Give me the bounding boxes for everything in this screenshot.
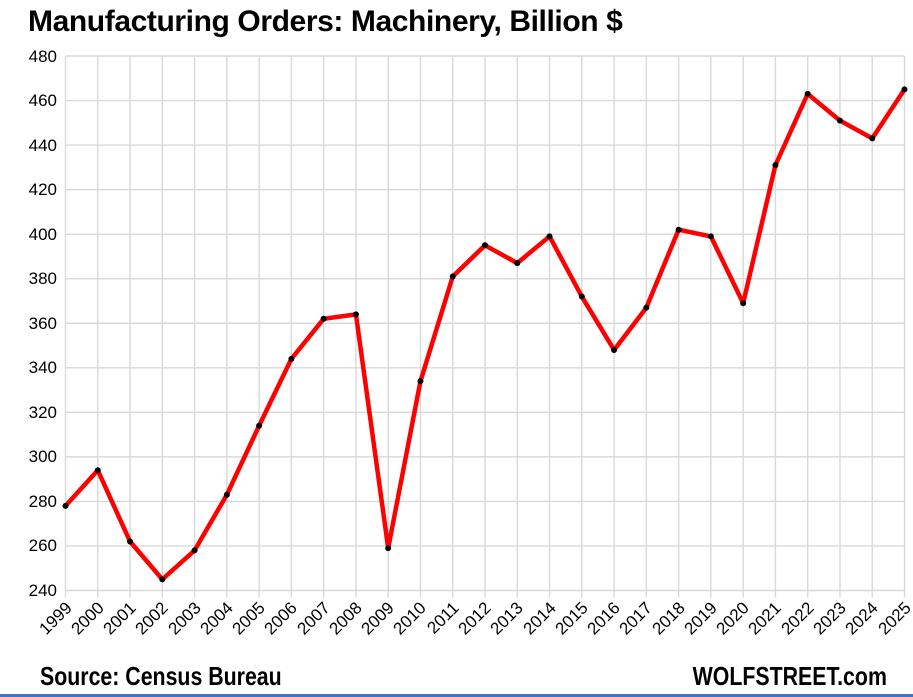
y-tick-label: 460 xyxy=(28,91,57,111)
y-tick-label: 320 xyxy=(28,402,57,422)
y-tick-label: 360 xyxy=(28,313,57,333)
y-tick-label: 420 xyxy=(28,180,57,200)
brand-watermark: WOLFSTREET.com xyxy=(692,661,887,691)
source-credit: Source: Census Bureau xyxy=(40,661,282,691)
brand-bottom-rule xyxy=(0,694,913,697)
y-tick-label: 260 xyxy=(28,536,57,556)
y-tick-label: 280 xyxy=(28,491,57,511)
data-markers xyxy=(62,86,908,583)
y-tick-label: 440 xyxy=(28,135,57,155)
y-tick-label: 340 xyxy=(28,358,57,378)
chart-title: Manufacturing Orders: Machinery, Billion… xyxy=(28,5,623,38)
y-tick-label: 380 xyxy=(28,269,57,289)
y-tick-label: 240 xyxy=(28,581,57,600)
y-tick-label: 300 xyxy=(28,447,57,467)
y-tick-label: 480 xyxy=(28,46,57,66)
y-tick-label: 400 xyxy=(28,224,57,244)
